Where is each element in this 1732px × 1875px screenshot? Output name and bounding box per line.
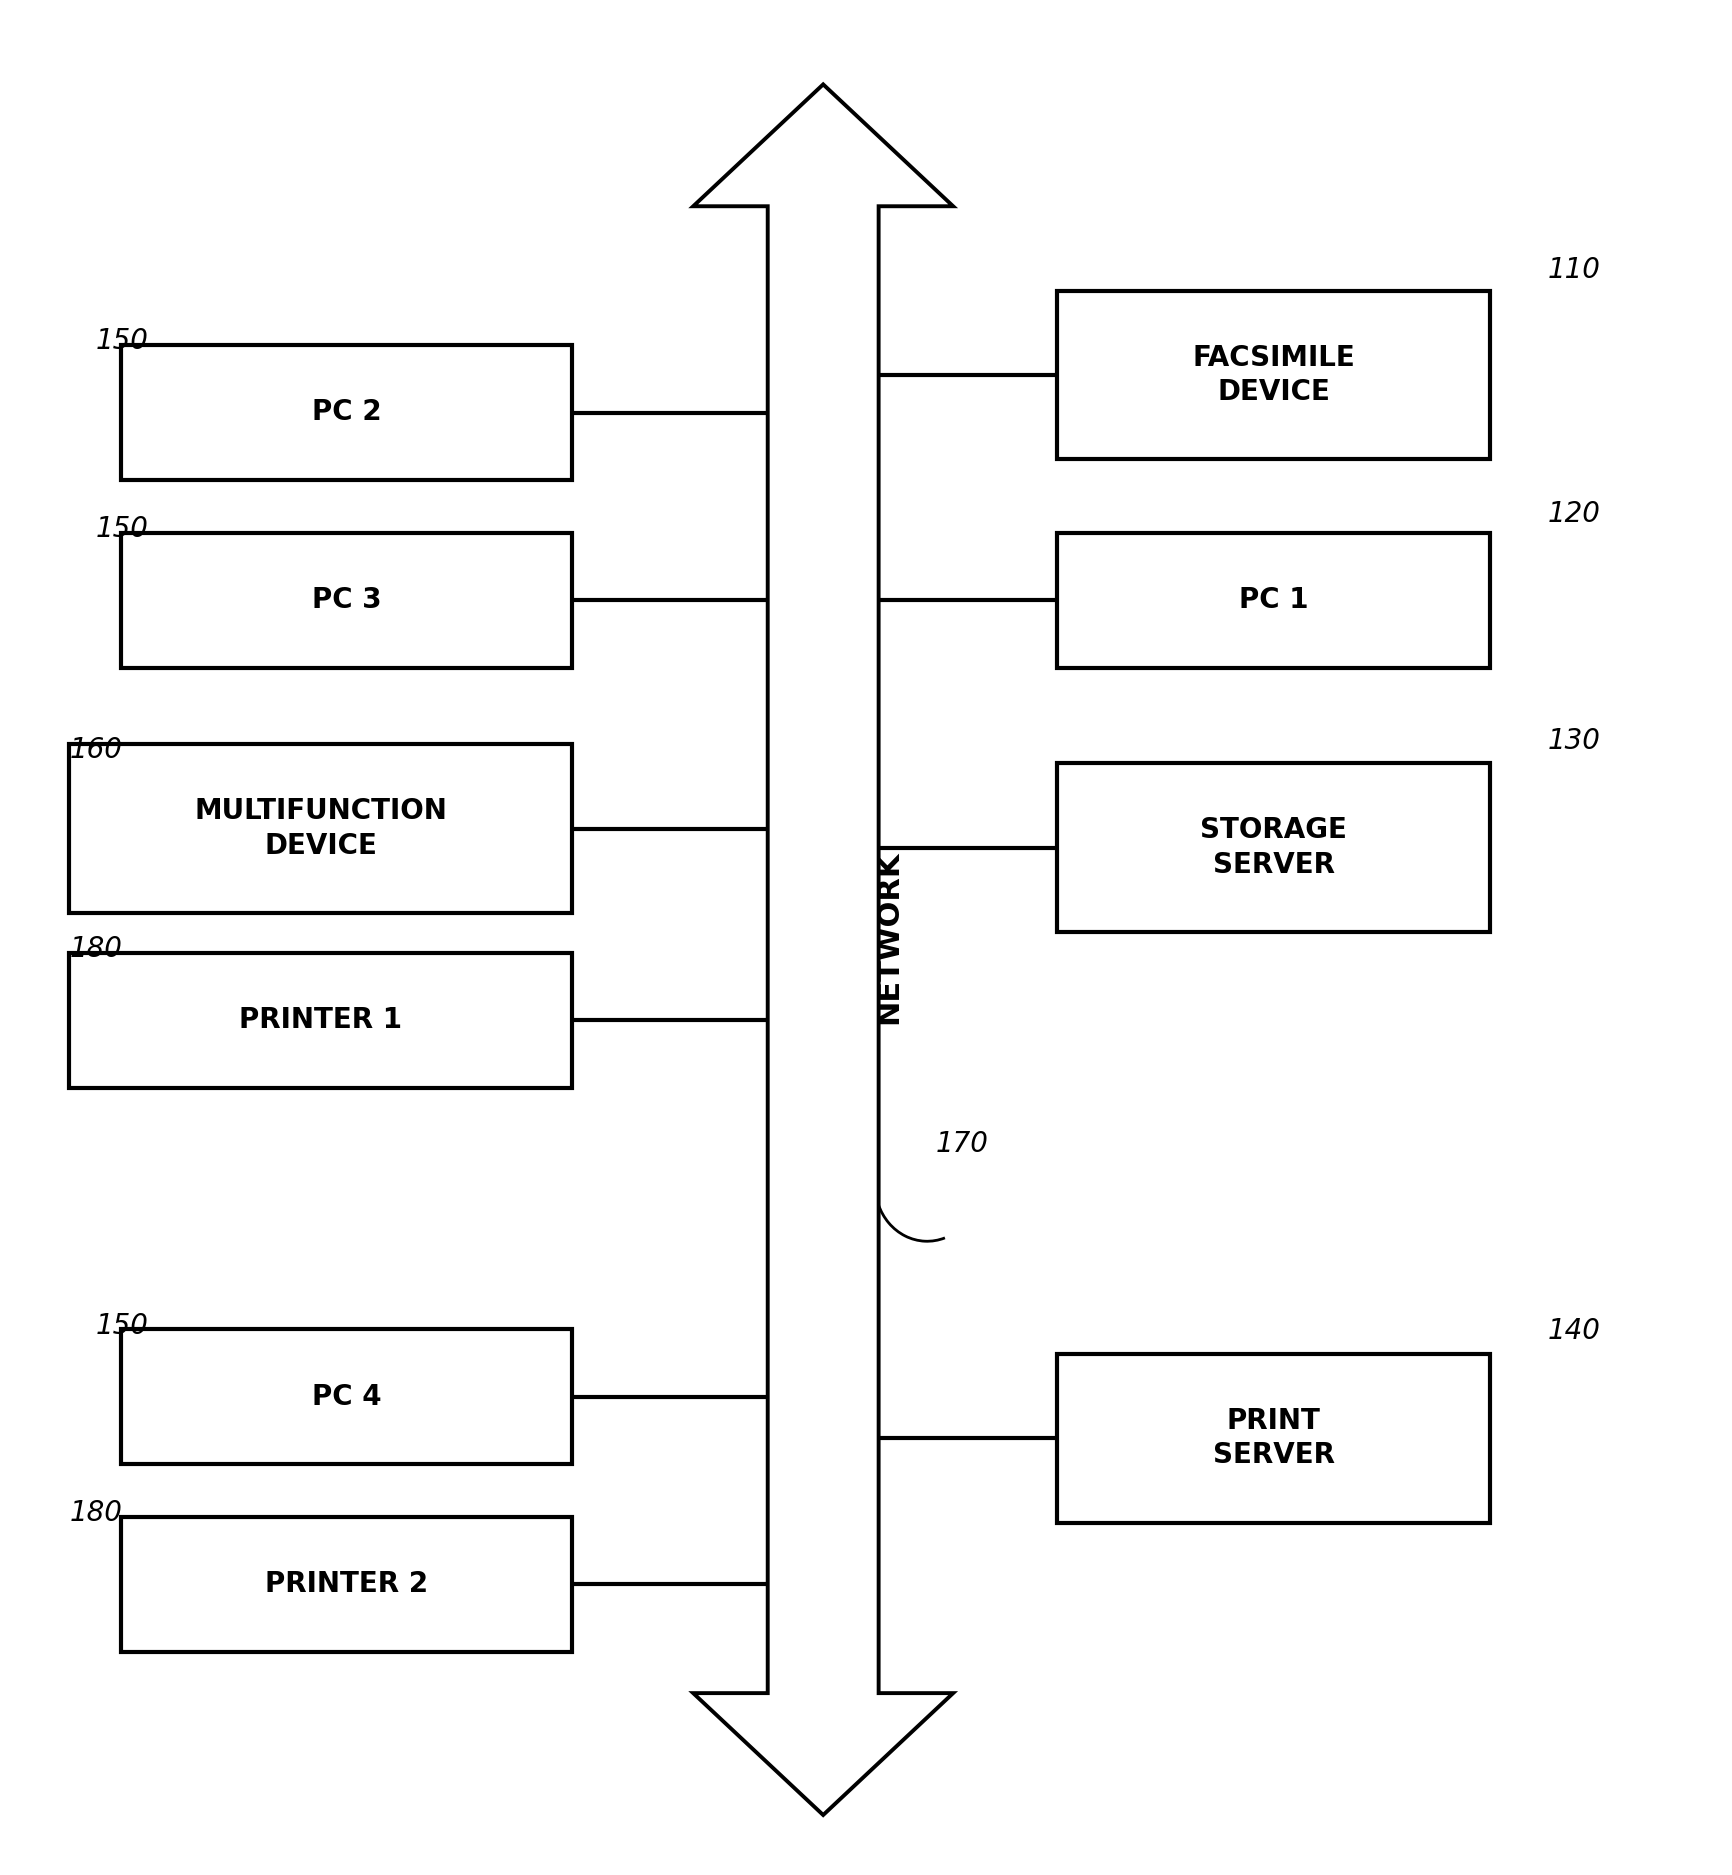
- Text: 110: 110: [1547, 257, 1600, 283]
- Text: STORAGE
SERVER: STORAGE SERVER: [1200, 816, 1346, 879]
- Text: 150: 150: [95, 328, 149, 354]
- Text: MULTIFUNCTION
DEVICE: MULTIFUNCTION DEVICE: [194, 797, 447, 861]
- Text: PRINT
SERVER: PRINT SERVER: [1212, 1406, 1334, 1470]
- Text: PRINTER 2: PRINTER 2: [265, 1571, 428, 1598]
- Text: NETWORK: NETWORK: [875, 851, 902, 1024]
- Text: PC 3: PC 3: [312, 587, 381, 613]
- Bar: [121, 532, 572, 668]
- Bar: [1057, 1354, 1490, 1523]
- Text: PC 2: PC 2: [312, 399, 381, 426]
- Text: 180: 180: [69, 936, 123, 962]
- Text: PC 4: PC 4: [312, 1384, 381, 1410]
- Bar: [1057, 291, 1490, 459]
- Bar: [121, 345, 572, 480]
- Text: 180: 180: [69, 1500, 123, 1526]
- Text: 160: 160: [69, 737, 123, 763]
- Bar: [69, 952, 572, 1088]
- Text: PRINTER 1: PRINTER 1: [239, 1007, 402, 1033]
- Text: PC 1: PC 1: [1238, 587, 1308, 613]
- Bar: [121, 1329, 572, 1464]
- Polygon shape: [693, 84, 953, 1815]
- Text: 150: 150: [95, 516, 149, 542]
- Bar: [121, 1517, 572, 1652]
- Bar: [1057, 763, 1490, 932]
- Bar: [1057, 532, 1490, 668]
- Bar: [69, 744, 572, 913]
- Text: 130: 130: [1547, 728, 1600, 754]
- Text: 150: 150: [95, 1312, 149, 1339]
- Text: 120: 120: [1547, 501, 1600, 527]
- Text: 170: 170: [935, 1131, 989, 1157]
- Text: FACSIMILE
DEVICE: FACSIMILE DEVICE: [1192, 343, 1354, 407]
- Text: 140: 140: [1547, 1318, 1600, 1344]
